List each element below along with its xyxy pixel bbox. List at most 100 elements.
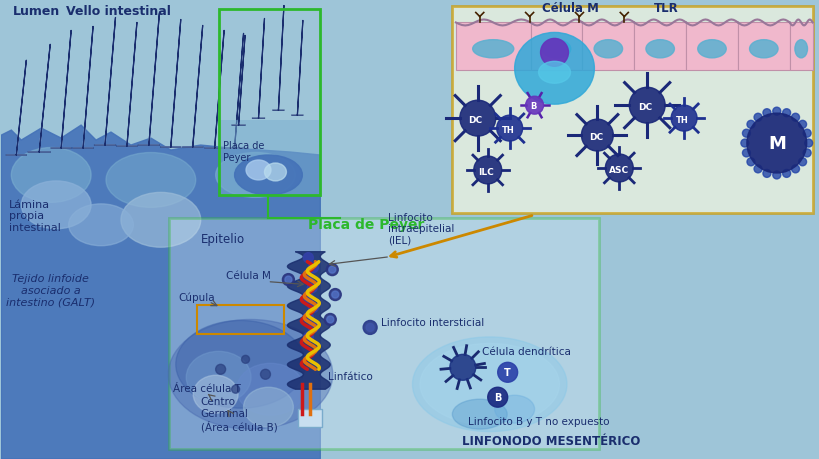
Ellipse shape: [472, 40, 514, 59]
Ellipse shape: [749, 40, 777, 59]
Polygon shape: [252, 19, 265, 119]
Ellipse shape: [593, 40, 622, 59]
Circle shape: [327, 316, 333, 323]
Circle shape: [496, 116, 522, 142]
Ellipse shape: [175, 321, 305, 408]
Ellipse shape: [452, 399, 507, 429]
Ellipse shape: [246, 161, 270, 180]
Bar: [633, 23, 686, 71]
Bar: [581, 23, 633, 71]
Text: Tejido linfoide
asociado a
intestino (GALT): Tejido linfoide asociado a intestino (GA…: [7, 274, 95, 307]
Bar: [455, 23, 530, 71]
Bar: [197, 305, 284, 335]
Circle shape: [753, 166, 761, 174]
Ellipse shape: [234, 156, 302, 196]
Text: T: T: [503, 368, 509, 377]
Polygon shape: [94, 18, 115, 146]
Text: B: B: [493, 392, 500, 403]
Circle shape: [303, 253, 313, 263]
Circle shape: [771, 172, 780, 179]
Polygon shape: [28, 45, 50, 153]
Circle shape: [284, 276, 292, 284]
Polygon shape: [287, 252, 330, 389]
Ellipse shape: [419, 344, 559, 425]
Circle shape: [790, 166, 799, 174]
Bar: [686, 23, 737, 71]
Circle shape: [771, 108, 780, 116]
Text: Linfocito intersticial: Linfocito intersticial: [381, 318, 484, 328]
Text: DC: DC: [467, 116, 482, 125]
Circle shape: [540, 39, 568, 67]
Circle shape: [282, 274, 294, 286]
Bar: [219, 121, 320, 196]
Bar: [737, 23, 789, 71]
Circle shape: [308, 263, 318, 273]
Circle shape: [363, 321, 377, 335]
Ellipse shape: [237, 364, 304, 415]
Circle shape: [670, 106, 696, 132]
Text: Linfocito B y T no expuesto: Linfocito B y T no expuesto: [467, 416, 609, 426]
Circle shape: [740, 140, 748, 148]
Bar: [169, 218, 599, 449]
Circle shape: [802, 150, 810, 157]
Circle shape: [329, 289, 341, 301]
Text: Célula M: Célula M: [541, 2, 598, 16]
Text: Vello intestinal: Vello intestinal: [66, 6, 171, 18]
Ellipse shape: [514, 34, 594, 105]
Circle shape: [303, 313, 313, 323]
Circle shape: [628, 88, 664, 124]
Bar: [451, 6, 812, 213]
Circle shape: [604, 155, 632, 183]
Circle shape: [753, 114, 761, 122]
Polygon shape: [232, 36, 245, 126]
Polygon shape: [138, 15, 159, 146]
Circle shape: [487, 387, 507, 407]
Text: ILC: ILC: [477, 168, 493, 177]
Circle shape: [781, 110, 790, 118]
Polygon shape: [73, 28, 93, 149]
Circle shape: [332, 291, 338, 298]
Text: TH: TH: [501, 126, 514, 135]
Circle shape: [741, 130, 749, 138]
Ellipse shape: [121, 193, 201, 248]
Circle shape: [366, 324, 373, 332]
Circle shape: [242, 356, 249, 364]
Ellipse shape: [494, 395, 534, 423]
Circle shape: [459, 101, 495, 137]
Text: Cúpula: Cúpula: [179, 291, 215, 302]
Ellipse shape: [11, 148, 91, 203]
Ellipse shape: [794, 40, 807, 59]
Text: Linfocito
intraepitelial
(IEL): Linfocito intraepitelial (IEL): [387, 212, 454, 245]
Ellipse shape: [538, 62, 570, 84]
Circle shape: [303, 293, 313, 303]
Ellipse shape: [243, 387, 293, 427]
Text: Lumen: Lumen: [13, 6, 61, 18]
Polygon shape: [2, 126, 320, 459]
Ellipse shape: [193, 375, 238, 413]
Ellipse shape: [168, 320, 333, 429]
Circle shape: [525, 97, 543, 115]
Polygon shape: [51, 31, 71, 149]
Polygon shape: [161, 21, 180, 148]
Polygon shape: [292, 22, 302, 116]
Text: Centro
Germinal
(Área célula B): Centro Germinal (Área célula B): [201, 396, 277, 431]
Circle shape: [798, 121, 806, 129]
Text: M: M: [768, 135, 785, 153]
Text: B: B: [530, 102, 536, 111]
Text: TLR: TLR: [654, 2, 678, 16]
Text: Placa de Peyer: Placa de Peyer: [308, 217, 424, 231]
Text: ASC: ASC: [609, 166, 629, 174]
Circle shape: [450, 354, 475, 381]
Circle shape: [746, 121, 754, 129]
Circle shape: [328, 267, 335, 274]
Circle shape: [581, 120, 613, 151]
Circle shape: [260, 369, 270, 380]
Text: DC: DC: [589, 133, 603, 142]
Circle shape: [324, 314, 336, 326]
Ellipse shape: [697, 40, 726, 59]
Ellipse shape: [215, 153, 295, 198]
Text: LINFONODO MESENTÉRICO: LINFONODO MESENTÉRICO: [461, 434, 640, 447]
Circle shape: [326, 264, 337, 276]
Text: Célula dendrítica: Célula dendrítica: [482, 347, 570, 357]
Circle shape: [790, 114, 799, 122]
